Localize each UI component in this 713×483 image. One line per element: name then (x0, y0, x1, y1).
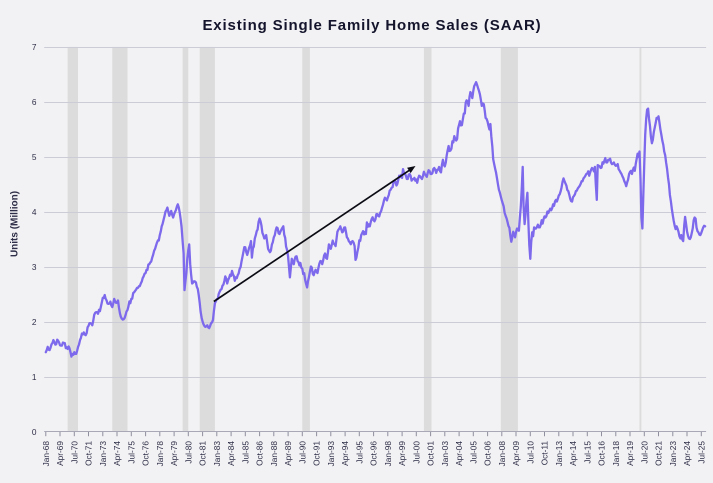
svg-text:Jan-03: Jan-03 (440, 441, 450, 467)
svg-text:Jul-70: Jul-70 (69, 441, 79, 464)
svg-text:Oct-96: Oct-96 (369, 441, 379, 466)
svg-text:Jan-08: Jan-08 (497, 441, 507, 467)
svg-text:Apr-69: Apr-69 (55, 441, 65, 466)
svg-text:5: 5 (32, 152, 37, 162)
svg-text:Jul-10: Jul-10 (525, 441, 535, 464)
svg-text:Jan-88: Jan-88 (269, 441, 279, 467)
svg-text:Jul-20: Jul-20 (639, 441, 649, 464)
svg-text:Apr-99: Apr-99 (397, 441, 407, 466)
svg-text:Jul-80: Jul-80 (183, 441, 193, 464)
svg-text:Jul-90: Jul-90 (297, 441, 307, 464)
svg-text:Apr-89: Apr-89 (283, 441, 293, 466)
svg-text:Oct-21: Oct-21 (654, 441, 664, 466)
svg-text:Apr-74: Apr-74 (112, 441, 122, 466)
svg-text:Apr-09: Apr-09 (511, 441, 521, 466)
svg-text:Oct-16: Oct-16 (597, 441, 607, 466)
svg-text:Apr-04: Apr-04 (454, 441, 464, 466)
svg-text:6: 6 (32, 97, 37, 107)
svg-text:3: 3 (32, 262, 37, 272)
svg-text:Apr-14: Apr-14 (568, 441, 578, 466)
svg-text:2: 2 (32, 317, 37, 327)
svg-text:Jan-13: Jan-13 (554, 441, 564, 467)
svg-text:Oct-71: Oct-71 (84, 441, 94, 466)
svg-text:Jan-23: Jan-23 (668, 441, 678, 467)
svg-text:Oct-01: Oct-01 (426, 441, 436, 466)
svg-text:Apr-19: Apr-19 (625, 441, 635, 466)
svg-text:Jan-73: Jan-73 (98, 441, 108, 467)
svg-text:Oct-91: Oct-91 (312, 441, 322, 466)
svg-text:Apr-94: Apr-94 (340, 441, 350, 466)
svg-text:Apr-79: Apr-79 (169, 441, 179, 466)
svg-text:Jul-05: Jul-05 (468, 441, 478, 464)
svg-text:4: 4 (32, 207, 37, 217)
svg-text:Jul-15: Jul-15 (582, 441, 592, 464)
svg-text:Jan-78: Jan-78 (155, 441, 165, 467)
svg-text:0: 0 (32, 427, 37, 437)
svg-text:Oct-76: Oct-76 (141, 441, 151, 466)
svg-text:1: 1 (32, 372, 37, 382)
svg-text:Jul-85: Jul-85 (240, 441, 250, 464)
svg-text:Jan-98: Jan-98 (383, 441, 393, 467)
svg-text:Existing Single Family Home Sa: Existing Single Family Home Sales (SAAR) (202, 17, 541, 34)
svg-text:Apr-24: Apr-24 (682, 441, 692, 466)
svg-text:Oct-11: Oct-11 (540, 441, 550, 466)
svg-text:Jul-00: Jul-00 (411, 441, 421, 464)
svg-text:Jan-83: Jan-83 (212, 441, 222, 467)
svg-text:Jan-18: Jan-18 (611, 441, 621, 467)
svg-text:Units (Million): Units (Million) (10, 191, 21, 257)
svg-text:Jan-93: Jan-93 (326, 441, 336, 467)
svg-text:Oct-81: Oct-81 (198, 441, 208, 466)
svg-text:Oct-86: Oct-86 (255, 441, 265, 466)
svg-text:7: 7 (32, 42, 37, 52)
svg-text:Jul-95: Jul-95 (354, 441, 364, 464)
svg-text:Oct-06: Oct-06 (483, 441, 493, 466)
svg-text:Jan-68: Jan-68 (41, 441, 51, 467)
svg-text:Jul-25: Jul-25 (696, 441, 706, 464)
svg-text:Apr-84: Apr-84 (226, 441, 236, 466)
svg-text:Jul-75: Jul-75 (126, 441, 136, 464)
